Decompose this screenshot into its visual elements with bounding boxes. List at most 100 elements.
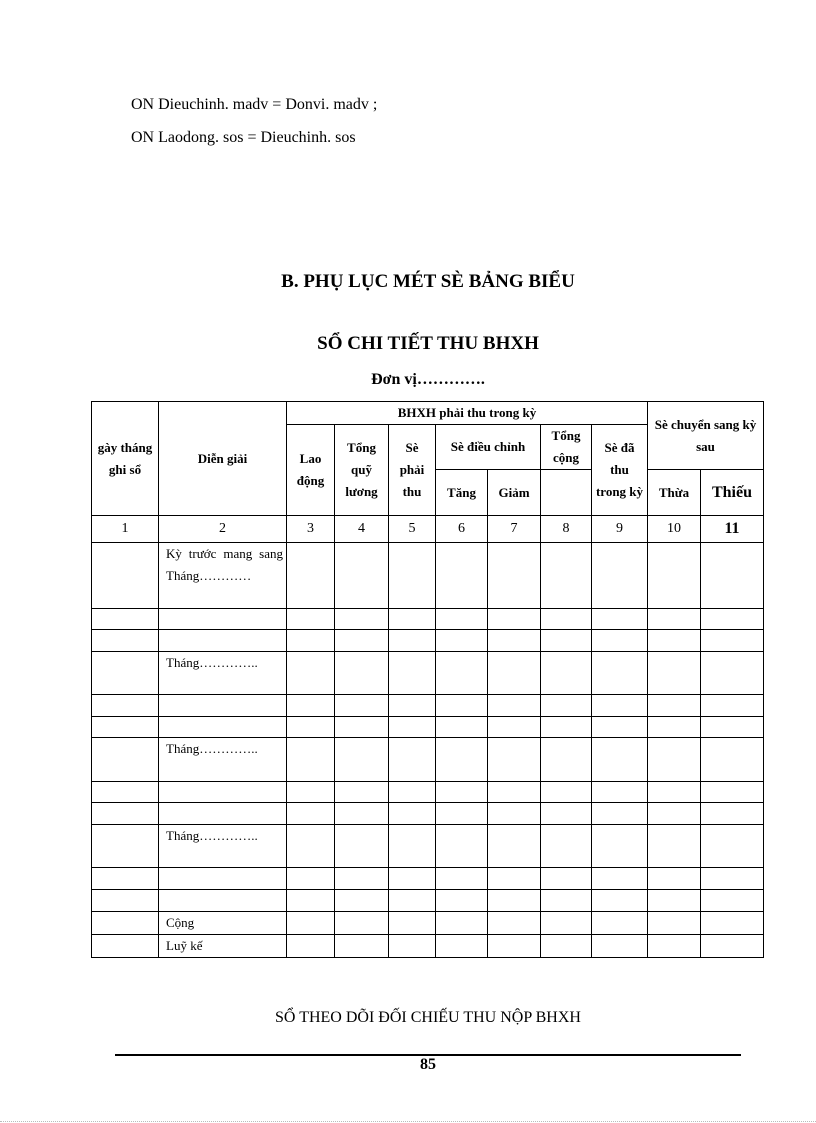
table-cell <box>435 694 488 717</box>
table-cell <box>91 629 159 652</box>
row-description <box>158 694 287 717</box>
table-cell <box>334 934 389 958</box>
code-line-2: ON Laodong. sos = Dieuchinh. sos <box>131 129 356 146</box>
column-number: 6 <box>435 515 488 543</box>
table-row <box>91 889 764 912</box>
section-title: B. PHỤ LỤC MÉT SÈ BẢNG BIỂU <box>281 271 575 292</box>
table-cell <box>647 911 701 935</box>
row-description <box>158 608 287 630</box>
table-cell <box>487 781 541 803</box>
table-cell <box>91 651 159 695</box>
table-cell <box>487 802 541 825</box>
table-cell <box>540 867 592 890</box>
table-cell <box>91 867 159 890</box>
table-cell <box>286 889 335 912</box>
table-cell <box>591 867 648 890</box>
table-row <box>91 629 764 652</box>
table-cell <box>487 911 541 935</box>
table-cell <box>286 934 335 958</box>
row-description <box>158 867 287 890</box>
table-row: Luỹ kế <box>91 934 764 958</box>
table-cell <box>334 911 389 935</box>
table-row: Tháng………….. <box>91 824 764 868</box>
page-edge <box>0 1121 816 1122</box>
header-salary-fund: Tổng quỹ lương <box>334 424 389 516</box>
table-cell <box>334 781 389 803</box>
table-cell <box>540 651 592 695</box>
table-cell <box>388 889 436 912</box>
table-row <box>91 608 764 630</box>
column-number: 4 <box>334 515 389 543</box>
table-cell <box>91 934 159 958</box>
table-cell <box>591 716 648 738</box>
code-line-1: ON Dieuchinh. madv = Donvi. madv ; <box>131 96 378 113</box>
table-cell <box>487 651 541 695</box>
table-cell <box>487 629 541 652</box>
header-total-empty <box>540 469 592 516</box>
table-cell <box>388 542 436 609</box>
table-cell <box>286 802 335 825</box>
table-cell <box>487 867 541 890</box>
table-cell <box>591 694 648 717</box>
table-cell <box>334 889 389 912</box>
table-cell <box>286 651 335 695</box>
column-number: 1 <box>91 515 159 543</box>
next-section-title: SỔ THEO DÕI ĐỐI CHIẾU THU NỘP BHXH <box>275 1009 581 1026</box>
table-cell <box>286 781 335 803</box>
table-cell <box>286 694 335 717</box>
table-row <box>91 781 764 803</box>
table-row <box>91 802 764 825</box>
table-cell <box>700 824 764 868</box>
row-description <box>158 629 287 652</box>
table-cell <box>540 824 592 868</box>
table-cell <box>286 629 335 652</box>
table-cell <box>540 934 592 958</box>
table-cell <box>91 737 159 782</box>
header-deficit: Thiếu <box>700 469 764 516</box>
table-cell <box>334 542 389 609</box>
column-number: 8 <box>540 515 592 543</box>
header-surplus: Thừa <box>647 469 701 516</box>
table-cell <box>591 629 648 652</box>
table-cell <box>700 629 764 652</box>
table-cell <box>647 781 701 803</box>
table-cell <box>91 889 159 912</box>
table-cell <box>334 737 389 782</box>
header-increase: Tăng <box>435 469 488 516</box>
table-cell <box>647 889 701 912</box>
table-cell <box>591 889 648 912</box>
column-number: 2 <box>158 515 287 543</box>
table-cell <box>388 934 436 958</box>
table-cell <box>647 694 701 717</box>
table-cell <box>591 934 648 958</box>
table-row <box>91 716 764 738</box>
table-cell <box>540 889 592 912</box>
row-description: Tháng………….. <box>158 737 287 782</box>
table-cell <box>334 824 389 868</box>
table-cell <box>286 608 335 630</box>
table-cell <box>435 737 488 782</box>
header-group-due: BHXH phải thu trong kỳ <box>286 401 648 425</box>
column-number: 7 <box>487 515 541 543</box>
row-description <box>158 802 287 825</box>
table-cell <box>388 737 436 782</box>
header-date: gày tháng ghi sổ <box>91 401 159 516</box>
table-cell <box>540 694 592 717</box>
table-cell <box>435 608 488 630</box>
row-description: Tháng………….. <box>158 824 287 868</box>
table-cell <box>591 542 648 609</box>
table-cell <box>647 608 701 630</box>
table-cell <box>388 716 436 738</box>
table-cell <box>647 802 701 825</box>
table-row <box>91 694 764 717</box>
table-cell <box>647 737 701 782</box>
table-cell <box>435 716 488 738</box>
table-cell <box>540 716 592 738</box>
table-cell <box>487 694 541 717</box>
table-cell <box>435 802 488 825</box>
column-number: 10 <box>647 515 701 543</box>
header-adjustment: Sè điều chỉnh <box>435 424 541 470</box>
table-cell <box>700 694 764 717</box>
bhxh-detail-table: gày tháng ghi sổ Diễn giải BHXH phải thu… <box>91 401 764 958</box>
table-cell <box>286 737 335 782</box>
